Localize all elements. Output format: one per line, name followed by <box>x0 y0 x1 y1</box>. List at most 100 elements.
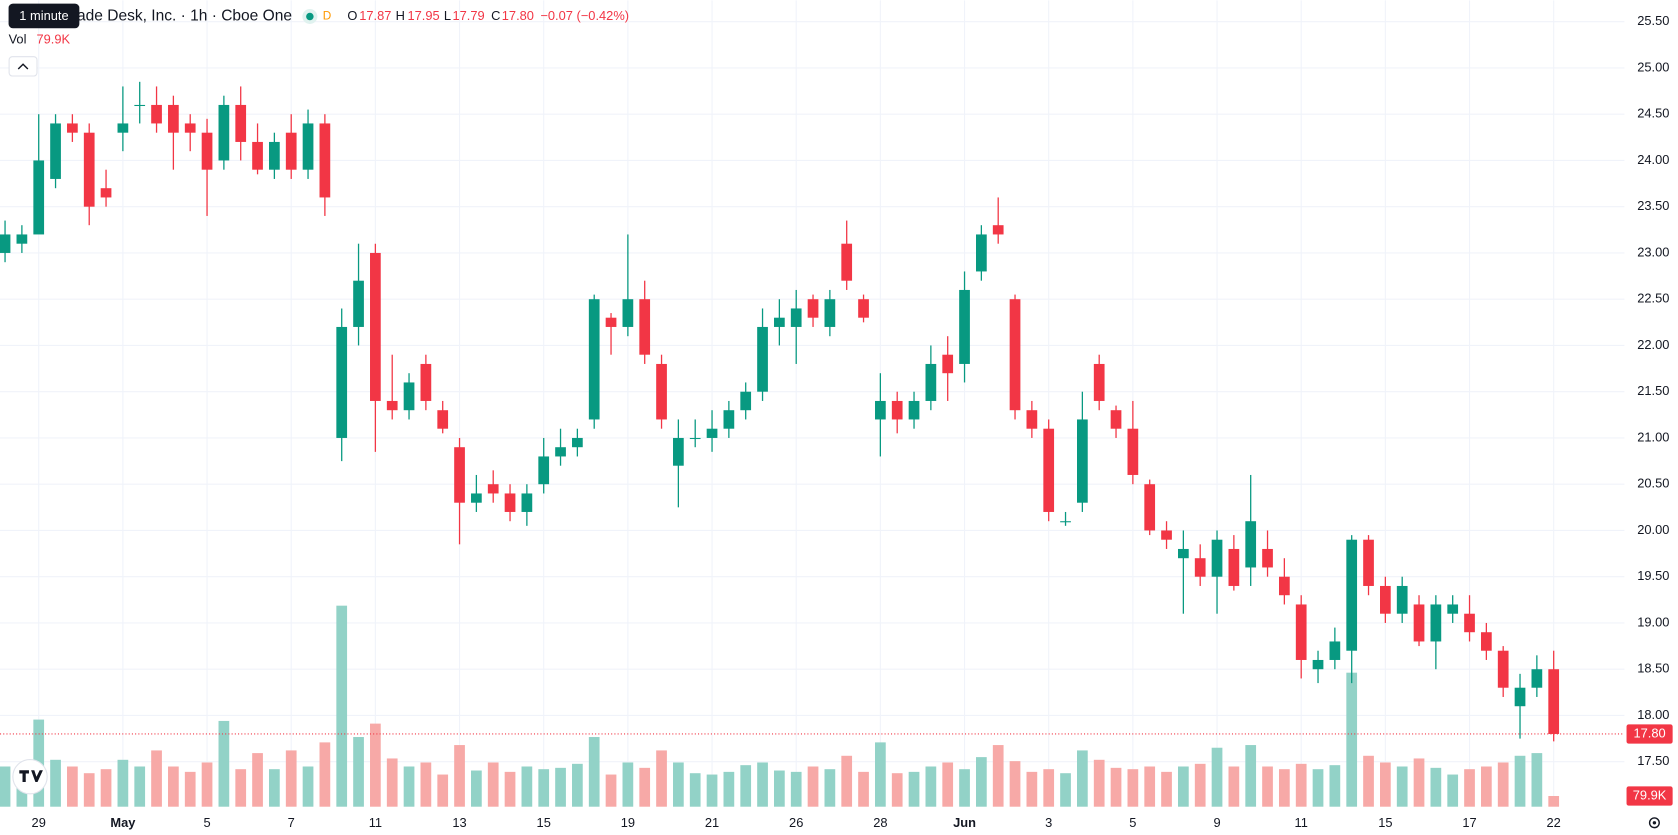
y-tick-label: 25.50 <box>1637 13 1669 28</box>
candle-body <box>353 280 364 327</box>
volume-bar <box>487 762 499 807</box>
candle-body <box>858 299 869 318</box>
x-tick-label: 5 <box>1129 815 1136 830</box>
volume-bar <box>218 720 230 807</box>
volume-bar <box>235 769 247 807</box>
volume-bar <box>1077 750 1088 807</box>
volume-bar <box>706 774 718 807</box>
candle-body <box>1312 659 1324 670</box>
volume-bar <box>1178 766 1189 807</box>
x-tick-label: 5 <box>203 815 210 830</box>
candle-body <box>1413 604 1425 642</box>
chevron <box>17 63 29 70</box>
volume-badge <box>1626 786 1673 806</box>
candle-body <box>757 326 768 392</box>
interval-badge: D <box>323 10 332 23</box>
volume-bar <box>689 773 701 807</box>
candle-body <box>201 132 213 170</box>
y-tick-label: 20.50 <box>1637 476 1669 491</box>
candle-body <box>656 363 667 420</box>
candle-body <box>285 132 297 170</box>
candle-body <box>1127 428 1139 475</box>
volume-bar <box>269 769 280 807</box>
y-tick-label: 23.50 <box>1637 198 1669 213</box>
price-change: −0.07 (−0.42%) <box>540 8 629 23</box>
candle-body <box>1009 299 1021 411</box>
volume-bar <box>1346 672 1358 807</box>
candle-body <box>100 188 112 198</box>
candle-body <box>841 243 853 281</box>
volume-bar <box>100 769 112 807</box>
volume-bar <box>588 737 600 807</box>
candle-body <box>824 299 836 327</box>
volume-bar <box>471 770 482 807</box>
candle-body <box>959 289 970 364</box>
candle-body <box>403 382 415 411</box>
x-tick-label: 11 <box>369 815 382 830</box>
volume-bar <box>841 755 853 807</box>
candle-body <box>689 437 701 440</box>
candle-body <box>1430 604 1442 642</box>
candle-body <box>1346 539 1358 651</box>
volume-bar <box>992 745 1004 807</box>
y-tick-label: 18.50 <box>1637 661 1669 676</box>
overlay: The Trade Desk, Inc. · 1h · Cboe One 1 m… <box>8 3 1673 830</box>
candle-body <box>572 437 583 448</box>
volume-bar <box>1279 769 1290 807</box>
candle-body <box>420 363 432 401</box>
volume-bar <box>1514 755 1526 807</box>
candle-body <box>925 363 937 401</box>
candle-body <box>67 123 78 133</box>
candle-body <box>891 400 903 420</box>
volume-bar <box>1110 767 1122 807</box>
x-tick-label: 22 <box>1547 815 1561 830</box>
candle-body <box>269 141 280 170</box>
volume-bar <box>925 766 937 807</box>
candle-body <box>1144 484 1156 531</box>
y-tick-label: 22.00 <box>1637 337 1669 352</box>
y-tick-label: 17.50 <box>1637 753 1669 768</box>
candle-body <box>1396 585 1408 614</box>
volume-bar <box>757 762 768 807</box>
volume-bar <box>807 766 819 807</box>
volume-bar <box>639 767 651 807</box>
volume-bar <box>1228 766 1240 807</box>
candle-body <box>1514 687 1526 707</box>
y-tick-label: 22.50 <box>1637 291 1669 306</box>
collapse-button[interactable] <box>8 56 38 77</box>
volume-bar <box>319 742 331 807</box>
volume-bar <box>0 766 11 807</box>
volume-bar <box>504 771 516 807</box>
candle-body <box>218 104 230 161</box>
volume-bar <box>1480 766 1492 807</box>
volume-bar <box>1329 765 1341 807</box>
volume-bar <box>201 762 213 807</box>
volume-bar <box>1043 769 1055 807</box>
ohlc-key: H <box>396 8 405 23</box>
volume-bar <box>285 750 297 807</box>
volume-bar <box>1060 773 1071 807</box>
volume-bar <box>1363 755 1374 807</box>
volume-bar <box>521 766 533 807</box>
candle-body <box>1228 548 1240 586</box>
volume-bar <box>454 745 465 807</box>
volume-bar <box>437 774 449 807</box>
volume-bar <box>740 765 752 807</box>
candle-body <box>1447 604 1459 614</box>
candle-body <box>673 437 684 466</box>
volume-bar <box>673 762 684 807</box>
volume-bar <box>184 771 196 807</box>
settings-icon[interactable] <box>1648 817 1660 829</box>
candle-body <box>1161 530 1172 540</box>
candle-body <box>605 317 617 327</box>
volume-bar <box>1396 766 1408 807</box>
candle-body <box>1211 539 1223 577</box>
ohlc-value: 17.80 <box>502 8 534 23</box>
candle-body <box>807 299 819 318</box>
volume-bar <box>1413 758 1425 807</box>
ohlc-key: C <box>491 8 500 23</box>
volume-bar <box>1295 763 1307 807</box>
x-tick-label: 11 <box>1295 815 1308 830</box>
volume-bar <box>134 766 146 807</box>
